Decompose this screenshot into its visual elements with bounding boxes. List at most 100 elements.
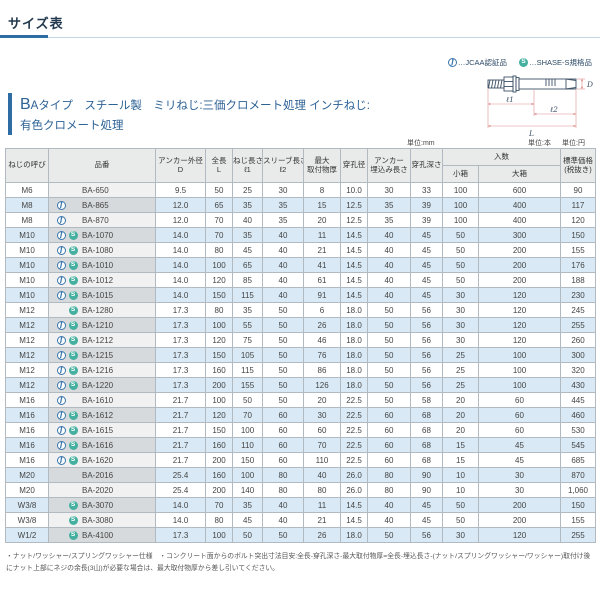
value-cell: 30 <box>303 407 341 423</box>
value-cell: 120 <box>205 332 233 348</box>
value-cell: 25 <box>442 362 479 378</box>
value-cell: 10.0 <box>340 182 368 198</box>
value-cell: 17.3 <box>155 377 206 393</box>
value-cell: 30 <box>367 182 411 198</box>
value-cell: 15 <box>442 437 479 453</box>
shase-icon: S <box>68 410 78 420</box>
shase-icon-slot: S <box>68 305 78 315</box>
table-row: M12 J S BA-1212 17.3 120 75 50 46 18.0 50 56 30 120 26… <box>5 332 596 348</box>
part-number-text: BA-1210 <box>82 320 114 330</box>
certification-legend: J …JCAA認証品 S …SHASE-S規格品 <box>447 57 592 68</box>
value-cell: 90 <box>560 182 596 198</box>
value-cell: 40 <box>367 227 411 243</box>
shase-icon: S <box>68 275 78 285</box>
part-number-cell: J S BA-1212 <box>48 332 156 348</box>
jcaa-icon-slot: J <box>56 395 66 405</box>
value-cell: 40 <box>367 497 411 513</box>
part-number-cell: J S BA-1010 <box>48 257 156 273</box>
value-cell: 150 <box>232 452 263 468</box>
part-number-text: BA-1220 <box>82 380 114 390</box>
value-cell: 11 <box>303 497 341 513</box>
screw-size-cell: M12 <box>5 347 49 363</box>
shase-icon: S <box>68 455 78 465</box>
table-row: M16 J S BA-1620 21.7 200 150 60 110 22.5 60 68 15 45 6… <box>5 452 596 468</box>
value-cell: 50 <box>367 302 411 318</box>
value-cell: 30 <box>478 467 561 483</box>
value-cell: 45 <box>410 287 443 303</box>
screw-size-cell: M20 <box>5 467 49 483</box>
value-cell: 40 <box>232 212 263 228</box>
value-cell: 80 <box>262 482 304 498</box>
value-cell: 255 <box>560 317 596 333</box>
value-cell: 22.5 <box>340 422 368 438</box>
value-cell: 300 <box>478 227 561 243</box>
value-cell: 50 <box>262 377 304 393</box>
value-cell: 60 <box>478 392 561 408</box>
part-number-text: BA-1615 <box>82 425 114 435</box>
value-cell: 18.0 <box>340 317 368 333</box>
value-cell: 70 <box>205 497 233 513</box>
part-number-text: BA-4100 <box>82 530 114 540</box>
value-cell: 100 <box>205 527 233 543</box>
value-cell: 50 <box>205 182 233 198</box>
dim-label-D: D <box>586 80 593 89</box>
jcaa-icon: J <box>56 260 66 270</box>
table-header: ねじの呼び 品番 アンカー外径 D 全長 L ねじ長さ ℓ1 スリーブ長さ ℓ2 最大取… <box>5 148 596 183</box>
value-cell: 50 <box>442 257 479 273</box>
value-cell: 150 <box>205 422 233 438</box>
value-cell: 40 <box>367 512 411 528</box>
value-cell: 26.0 <box>340 482 368 498</box>
table-row: W1/2 S BA-4100 17.3 100 50 50 26 18.0 50 56 30 120 25… <box>5 527 596 543</box>
value-cell: 126 <box>303 377 341 393</box>
part-number-text: BA-1610 <box>82 395 114 405</box>
jcaa-icon-slot: J <box>56 410 66 420</box>
dim-label-l2: ℓ2 <box>550 105 558 114</box>
table-row: M20 BA-2020 25.4 200 140 80 80 26.0 80 90 10 30 1,06… <box>5 482 596 498</box>
value-cell: 30 <box>442 317 479 333</box>
col-header-hole-depth: 穿孔深さ <box>410 148 443 183</box>
value-cell: 50 <box>367 332 411 348</box>
shase-icon-slot: S <box>68 515 78 525</box>
value-cell: 14.5 <box>340 497 368 513</box>
value-cell: 18.0 <box>340 362 368 378</box>
table-row: M20 BA-2016 25.4 160 100 80 40 26.0 80 90 10 30 870 <box>5 467 596 483</box>
value-cell: 30 <box>262 182 304 198</box>
value-cell: 200 <box>478 272 561 288</box>
value-cell: 35 <box>367 197 411 213</box>
value-cell: 30 <box>442 287 479 303</box>
value-cell: 120 <box>478 317 561 333</box>
value-cell: 60 <box>367 407 411 423</box>
value-cell: 40 <box>262 242 304 258</box>
jcaa-icon: J <box>56 320 66 330</box>
value-cell: 21.7 <box>155 392 206 408</box>
value-cell: 1,060 <box>560 482 596 498</box>
jcaa-icon: J <box>56 215 66 225</box>
product-title-line1: BAタイプ スチール製 ミリねじ:三価クロメート処理 インチねじ: <box>20 93 408 118</box>
shase-icon: S <box>68 365 78 375</box>
part-number-text: BA-1215 <box>82 350 114 360</box>
value-cell: 60 <box>367 452 411 468</box>
part-number-text: BA-2016 <box>82 470 114 480</box>
value-cell: 14.0 <box>155 497 206 513</box>
value-cell: 50 <box>262 362 304 378</box>
table-row: M16 J S BA-1612 21.7 120 70 60 30 22.5 60 68 20 60 460 <box>5 407 596 423</box>
value-cell: 17.3 <box>155 332 206 348</box>
table-row: M8 J BA-865 12.0 65 35 35 15 12.5 35 39 100 400 117 <box>5 197 596 213</box>
value-cell: 140 <box>232 482 263 498</box>
value-cell: 46 <box>303 332 341 348</box>
part-number-text: BA-870 <box>82 215 109 225</box>
value-cell: 45 <box>232 242 263 258</box>
dim-label-l1: ℓ1 <box>506 95 514 104</box>
shase-icon-slot: S <box>68 380 78 390</box>
value-cell: 14.5 <box>340 242 368 258</box>
screw-size-cell: M16 <box>5 452 49 468</box>
col-header-part: 品番 <box>48 148 156 183</box>
page-title: サイズ表 <box>8 16 64 31</box>
jcaa-icon-slot: J <box>56 425 66 435</box>
value-cell: 39 <box>410 197 443 213</box>
jcaa-icon: J <box>56 290 66 300</box>
value-cell: 41 <box>303 257 341 273</box>
col-header-max-thickness: 最大 取付物厚 <box>303 148 341 183</box>
value-cell: 100 <box>478 347 561 363</box>
screw-size-cell: W1/2 <box>5 527 49 543</box>
